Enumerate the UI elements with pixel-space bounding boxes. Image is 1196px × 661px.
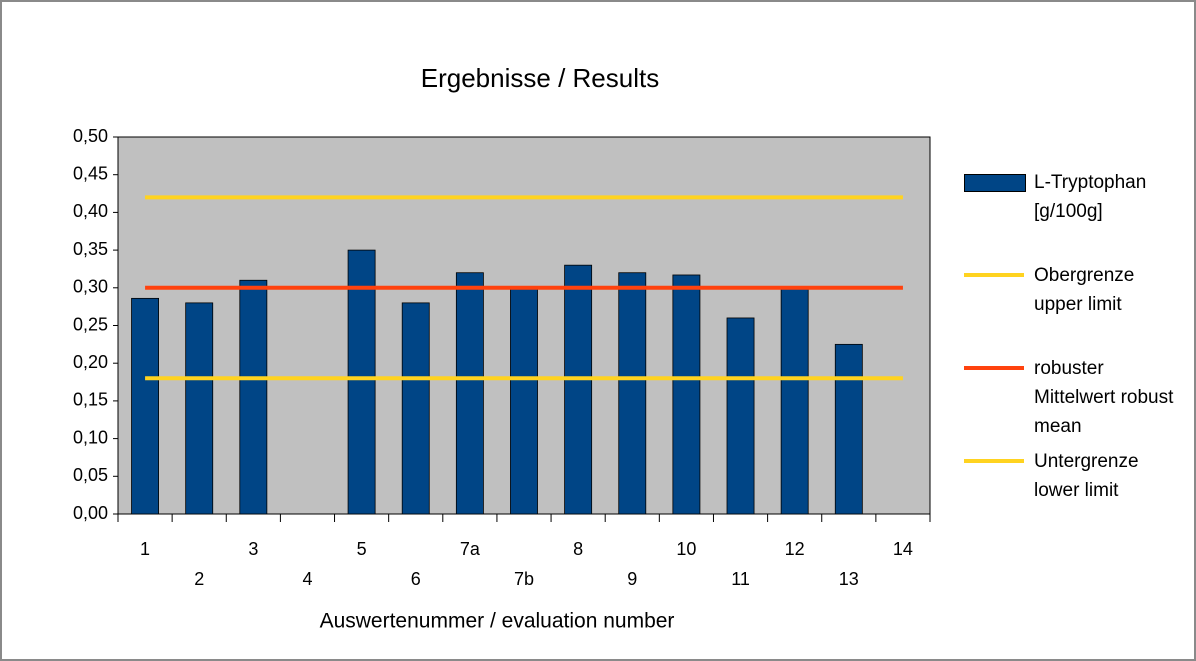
legend-symbol (964, 366, 1024, 370)
legend-label: L-Tryptophan [g/100g] (1034, 172, 1147, 222)
bar (618, 272, 647, 515)
x-axis-label: Auswertenummer / evaluation number (320, 610, 675, 633)
x-tick-label: 3 (248, 539, 258, 559)
legend-entry: L-Tryptophan [g/100g] (962, 168, 1192, 261)
y-tick-label: 0,20 (73, 352, 108, 372)
x-tick-label: 5 (357, 539, 367, 559)
bar (564, 264, 593, 515)
x-tick-label: 1 (140, 539, 150, 559)
bar (726, 317, 755, 515)
legend: L-Tryptophan [g/100g] Obergrenze upper li… (962, 168, 1192, 540)
bar (401, 302, 430, 515)
x-tick-label: 7b (514, 569, 534, 589)
chart-title: Ergebnisse / Results (421, 63, 659, 93)
legend-entry: robuster Mittelwert robust mean (962, 354, 1192, 447)
y-tick-label: 0,35 (73, 239, 108, 259)
legend-label: Untergrenze lower limit (1034, 451, 1139, 501)
bar (185, 302, 214, 515)
x-tick-label: 10 (676, 539, 696, 559)
bar (131, 297, 160, 515)
legend-symbol (964, 459, 1024, 463)
legend-label: robuster Mittelwert robust mean (1034, 358, 1174, 437)
legend-symbol (964, 273, 1024, 277)
bar (347, 249, 376, 515)
y-tick-label: 0,10 (73, 427, 108, 447)
bar (834, 343, 863, 515)
bar (239, 279, 268, 515)
bar (672, 274, 701, 515)
x-tick-label: 8 (573, 539, 583, 559)
x-tick-label: 2 (194, 569, 204, 589)
legend-entry: Untergrenze lower limit (962, 447, 1192, 540)
legend-label: Obergrenze upper limit (1034, 265, 1135, 315)
x-tick-label: 12 (785, 539, 805, 559)
legend-entry: Obergrenze upper limit (962, 261, 1192, 354)
x-tick-label: 6 (411, 569, 421, 589)
x-tick-label: 4 (302, 569, 312, 589)
y-tick-label: 0,40 (73, 201, 108, 221)
y-tick-label: 0,00 (73, 503, 108, 523)
y-tick-label: 0,15 (73, 390, 108, 410)
y-tick-label: 0,25 (73, 314, 108, 334)
bar (510, 287, 538, 515)
x-tick-label: 14 (893, 539, 913, 559)
bar (780, 287, 809, 515)
y-tick-label: 0,45 (73, 163, 108, 183)
x-tick-label: 7a (460, 539, 481, 559)
bar (455, 272, 484, 515)
x-tick-label: 13 (839, 569, 859, 589)
y-tick-label: 0,05 (73, 465, 108, 485)
y-tick-label: 0,30 (73, 277, 108, 297)
y-tick-label: 0,50 (73, 126, 108, 146)
legend-symbol (964, 174, 1026, 192)
x-tick-label: 11 (731, 569, 750, 589)
x-tick-label: 9 (627, 569, 637, 589)
